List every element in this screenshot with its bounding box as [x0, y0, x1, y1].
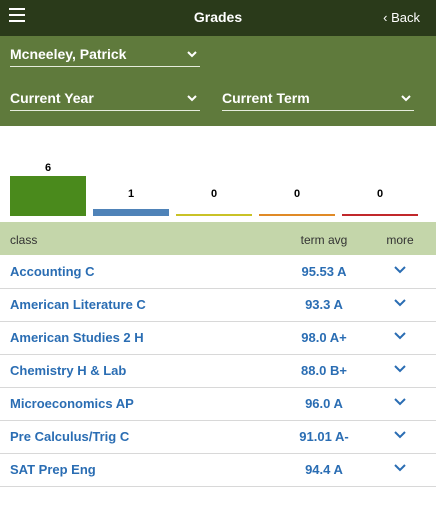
term-select[interactable]: Current Term: [222, 90, 414, 111]
expand-row-chevron-icon[interactable]: [378, 463, 422, 477]
class-name: Accounting C: [10, 264, 95, 279]
student-select-label: Mcneeley, Patrick: [10, 46, 127, 62]
expand-row-chevron-icon[interactable]: [378, 265, 422, 279]
class-name: SAT Prep Eng: [10, 462, 96, 477]
term-average: 96.0 A: [305, 396, 343, 411]
chart-bar-f: [342, 214, 418, 216]
column-header-more: more: [386, 233, 414, 247]
column-header-class: class: [10, 233, 38, 247]
class-name: Microeconomics AP: [10, 396, 134, 411]
chevron-down-icon: [187, 51, 197, 58]
chart-bar-value-label: 0: [293, 188, 301, 200]
table-header: class term avg more: [0, 222, 436, 255]
table-row[interactable]: American Literature C 93.3 A: [0, 288, 436, 322]
menu-icon[interactable]: [9, 8, 25, 22]
year-select-label: Current Year: [10, 90, 94, 106]
chart-bar-value-label: 1: [127, 188, 135, 200]
chart-bar-c: [176, 214, 252, 216]
term-average: 93.3 A: [305, 297, 343, 312]
term-select-label: Current Term: [222, 90, 310, 106]
chart-bar-d: [259, 214, 335, 216]
expand-row-chevron-icon[interactable]: [378, 331, 422, 345]
class-name: Chemistry H & Lab: [10, 363, 127, 378]
table-row[interactable]: American Studies 2 H 98.0 A+: [0, 321, 436, 355]
table-row[interactable]: SAT Prep Eng 94.4 A: [0, 453, 436, 487]
term-average: 94.4 A: [305, 462, 343, 477]
top-bar: Grades ‹ Back: [0, 0, 436, 36]
table-row[interactable]: Pre Calculus/Trig C 91.01 A-: [0, 420, 436, 454]
table-row[interactable]: Chemistry H & Lab 88.0 B+: [0, 354, 436, 388]
term-average: 95.53 A: [301, 264, 347, 279]
expand-row-chevron-icon[interactable]: [378, 430, 422, 444]
term-average: 88.0 B+: [301, 363, 347, 378]
page-title: Grades: [193, 9, 243, 25]
table-row[interactable]: Microeconomics AP 96.0 A: [0, 387, 436, 421]
chart-bar-value-label: 0: [376, 188, 384, 200]
column-header-term-avg: term avg: [300, 233, 348, 247]
chevron-down-icon: [187, 95, 197, 102]
expand-row-chevron-icon[interactable]: [378, 298, 422, 312]
student-select[interactable]: Mcneeley, Patrick: [10, 46, 200, 67]
expand-row-chevron-icon[interactable]: [378, 364, 422, 378]
term-average: 98.0 A+: [301, 330, 347, 345]
table-row[interactable]: Accounting C 95.53 A: [0, 255, 436, 289]
chart-bar-a: [10, 176, 86, 216]
filter-panel: [0, 36, 436, 126]
expand-row-chevron-icon[interactable]: [378, 397, 422, 411]
class-name: Pre Calculus/Trig C: [10, 429, 130, 444]
grade-distribution-chart: 6 1 0 0 0: [0, 126, 436, 218]
back-button[interactable]: ‹ Back: [383, 10, 420, 25]
chart-bar-b: [93, 209, 169, 216]
class-name: American Studies 2 H: [10, 330, 144, 345]
chevron-down-icon: [401, 95, 411, 102]
term-average: 91.01 A-: [299, 429, 349, 444]
chart-bar-value-label: 0: [210, 188, 218, 200]
class-name: American Literature C: [10, 297, 146, 312]
chart-bar-value-label: 6: [44, 162, 52, 174]
year-select[interactable]: Current Year: [10, 90, 200, 111]
